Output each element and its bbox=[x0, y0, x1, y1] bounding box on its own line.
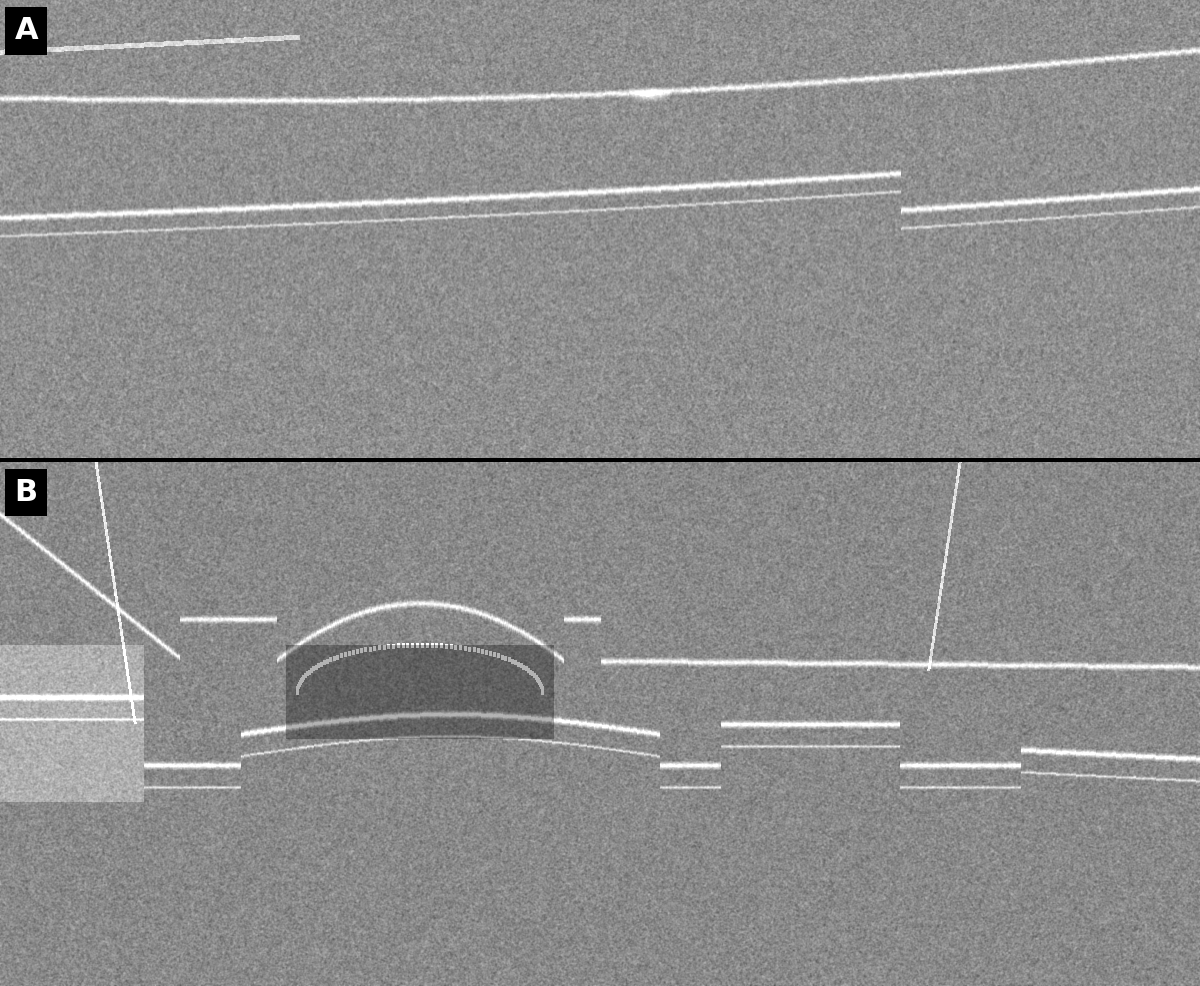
Text: B: B bbox=[14, 478, 37, 507]
Text: A: A bbox=[14, 17, 38, 45]
